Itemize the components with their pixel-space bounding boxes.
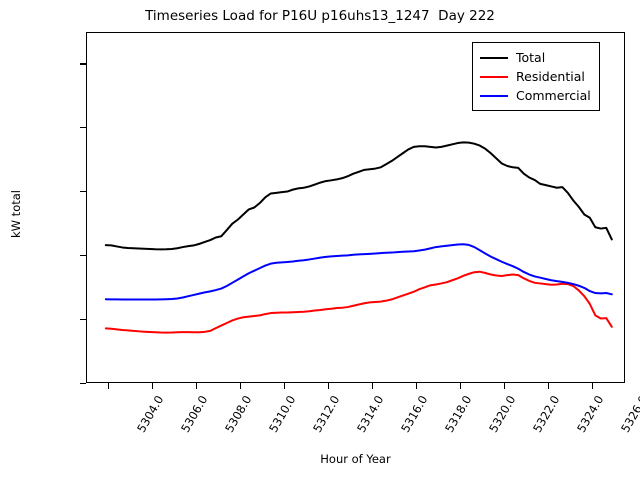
y-axis-tick-mark [80,63,86,65]
plot-lines [104,141,613,334]
chart-legend: Total Residential Commercial [472,42,600,111]
x-axis-tick-mark [459,383,461,389]
x-axis-tick-label: 5310.0 [266,393,299,435]
x-axis-tick-mark [195,383,197,389]
x-axis-tick-label: 5316.0 [398,393,431,435]
x-axis-tick-mark [371,383,373,389]
series-line-total [104,141,613,251]
legend-swatch-total-icon [480,56,508,59]
x-axis-tick-label: 5318.0 [442,393,475,435]
x-axis-tick-label: 5308.0 [222,393,255,435]
y-axis-tick-mark [80,382,86,384]
x-axis-tick-label: 5306.0 [178,393,211,435]
y-axis-tick-mark [80,254,86,256]
series-line-commercial [104,243,613,301]
x-axis-label: Hour of Year [320,452,391,466]
chart-title: Timeseries Load for P16U p16uhs13_1247 D… [145,8,495,24]
y-axis-tick-mark [80,191,86,193]
legend-label: Total [516,50,546,65]
x-axis-tick-mark [239,383,241,389]
y-axis-tick-mark [80,127,86,129]
x-axis-tick-label: 5320.0 [486,393,519,435]
x-axis-tick-label: 5324.0 [574,393,607,435]
x-axis-tick-mark [151,383,153,389]
x-axis-tick-mark [503,383,505,389]
y-axis-tick-mark [80,318,86,320]
x-axis-tick-label: 5312.0 [310,393,343,435]
legend-label: Commercial [516,88,591,103]
legend-label: Residential [516,69,585,84]
y-axis-label: kW total [9,190,23,238]
legend-item-commercial[interactable]: Commercial [480,86,591,105]
x-axis-tick-label: 5304.0 [134,393,167,435]
x-axis-tick-mark [591,383,593,389]
x-axis-tick-label: 5326.0 [618,393,640,435]
legend-swatch-commercial-icon [480,94,508,97]
series-line-residential [104,270,613,334]
x-axis-tick-label: 5314.0 [354,393,387,435]
legend-swatch-residential-icon [480,75,508,78]
x-axis-tick-mark [547,383,549,389]
x-axis-tick-label: 5322.0 [530,393,563,435]
x-axis-tick-mark [415,383,417,389]
legend-item-total[interactable]: Total [480,48,591,67]
x-axis-tick-mark [283,383,285,389]
x-axis-tick-mark [107,383,109,389]
legend-item-residential[interactable]: Residential [480,67,591,86]
x-axis-tick-mark [327,383,329,389]
